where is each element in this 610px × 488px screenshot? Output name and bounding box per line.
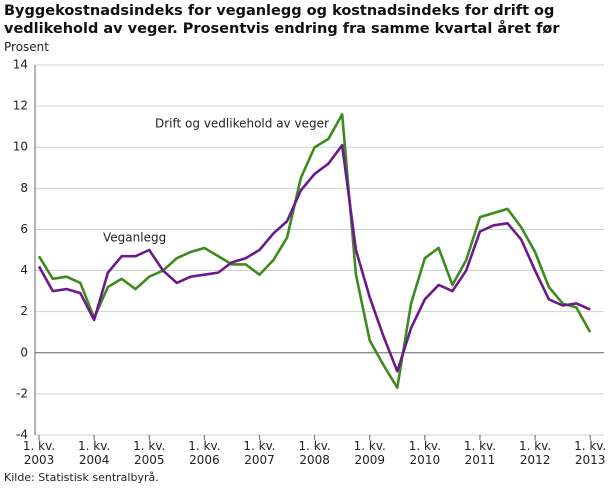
series-label: Drift og vedlikehold av veger — [155, 117, 329, 131]
x-tick-label: 1. kv. 2003 — [22, 439, 56, 467]
x-tick-label: 1. kv. 2009 — [353, 439, 386, 467]
x-tick-label: 1. kv. 2004 — [78, 439, 111, 467]
x-tick-label: 1. kv. 2007 — [243, 439, 276, 467]
x-tick-label: 1. kv. 2012 — [518, 439, 552, 467]
series-label: Veganlegg — [103, 231, 166, 245]
x-tick-label: 1. kv. 2006 — [188, 439, 221, 467]
source: Kilde: Statistisk sentralbyrå. — [4, 471, 159, 484]
y-tick-label: 0 — [20, 345, 28, 359]
x-tick-label: 1. kv. 2010 — [408, 439, 441, 467]
x-tick-label: 1. kv. 2013 — [574, 439, 607, 467]
y-tick-label: -4 — [16, 428, 28, 442]
x-tick-label: 1. kv. 2008 — [298, 439, 331, 467]
y-tick-label: 10 — [13, 140, 28, 154]
chart-title: Byggekostnadsindeks for veganlegg og kos… — [4, 3, 560, 37]
y-tick-label: 12 — [13, 99, 28, 113]
x-tick-label: 1. kv. 2005 — [133, 439, 166, 467]
y-tick-label: 8 — [20, 181, 28, 195]
y-tick-label: 6 — [20, 222, 28, 236]
series-line — [37, 143, 591, 373]
x-tick-label: 1. kv. 2011 — [463, 439, 497, 467]
y-tick-label: 2 — [20, 304, 28, 318]
y-tick-label: 4 — [20, 263, 28, 277]
series-line — [37, 113, 592, 390]
y-axis-label: Prosent — [4, 40, 49, 54]
y-tick-label: -2 — [16, 386, 28, 400]
y-tick-label: 14 — [13, 58, 28, 72]
